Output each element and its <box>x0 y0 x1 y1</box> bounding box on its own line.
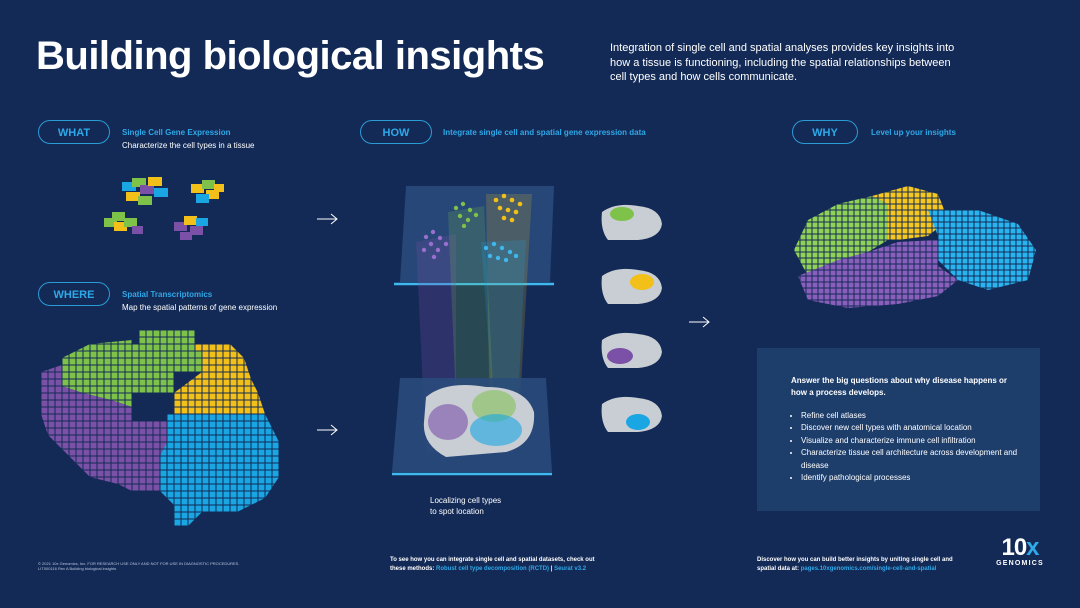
bullet-item: Characterize tissue cell architecture ac… <box>801 447 1036 472</box>
cell-cluster-2 <box>191 180 224 203</box>
panel-heading: Answer the big questions about why disea… <box>791 376 1008 397</box>
brain-slice-purple <box>601 332 662 368</box>
arrow-right-icon <box>317 213 338 225</box>
how-caption-line1: Localizing cell types <box>430 496 502 505</box>
brain-slice-thumbnails <box>601 204 662 432</box>
single-cell-clusters-illustration <box>104 177 224 240</box>
bullet-item: Visualize and characterize immune cell i… <box>801 435 1036 447</box>
why-title: Level up your insights <box>871 128 956 137</box>
page-title: Building biological insights <box>36 34 545 78</box>
brain-slice-yellow <box>601 268 662 304</box>
what-title: Single Cell Gene Expression <box>122 128 231 137</box>
how-pill: HOW <box>360 120 432 144</box>
legal-line2: LIT000116 Rev A Building biological insi… <box>38 566 117 571</box>
cell-cluster-1 <box>122 177 168 205</box>
3d-brain-illustration <box>794 186 1036 308</box>
what-pill: WHAT <box>38 120 110 144</box>
intro-text: Integration of single cell and spatial a… <box>610 42 955 83</box>
logo-x: x <box>1026 534 1039 561</box>
how-title: Integrate single cell and spatial gene e… <box>443 128 646 137</box>
how-caption: Localizing cell types to spot location <box>430 495 501 517</box>
brain-slice-green <box>601 204 662 240</box>
bullet-item: Discover new cell types with anatomical … <box>801 422 1036 434</box>
logo-word: GENOMICS <box>996 560 1044 567</box>
where-pill: WHERE <box>38 282 110 306</box>
where-title: Spatial Transcriptomics <box>122 290 213 299</box>
discover-prefix: spatial data at: <box>757 566 800 572</box>
why-pill: WHY <box>792 120 858 144</box>
discover-line1: Discover how you can build better insigh… <box>757 557 953 563</box>
methods-line1: To see how you can integrate single cell… <box>390 557 595 563</box>
discover-text: Discover how you can build better insigh… <box>757 556 953 574</box>
rctd-link[interactable]: Robust cell type decomposition (RCTD) <box>436 566 550 572</box>
panel-bullet-list: Refine cell atlases Discover new cell ty… <box>791 410 1036 484</box>
legal-text: © 2021 10x Genomics, Inc. FOR RESEARCH U… <box>38 561 239 571</box>
seurat-link[interactable]: Seurat v3.2 <box>554 566 587 572</box>
brain-slice-blue <box>601 396 662 432</box>
insights-panel: Answer the big questions about why disea… <box>757 348 1040 511</box>
where-subtitle: Map the spatial patterns of gene express… <box>122 303 278 312</box>
legal-line1: © 2021 10x Genomics, Inc. FOR RESEARCH U… <box>38 561 240 566</box>
cell-cluster-3 <box>104 212 143 234</box>
how-caption-line2: to spot location <box>430 507 484 516</box>
discover-link[interactable]: pages.10xgenomics.com/single-cell-and-sp… <box>800 566 937 572</box>
integration-projection-illustration <box>392 186 554 476</box>
spatial-brain-map-illustration <box>41 330 279 526</box>
bullet-item: Refine cell atlases <box>801 410 1036 422</box>
methods-prefix: these methods: <box>390 566 435 572</box>
10x-genomics-logo: 10x GENOMICS <box>994 534 1046 568</box>
what-subtitle: Characterize the cell types in a tissue <box>122 141 255 150</box>
arrow-right-icon <box>689 316 710 328</box>
arrow-right-icon <box>317 424 338 436</box>
bullet-item: Identify pathological processes <box>801 472 1036 484</box>
methods-text: To see how you can integrate single cell… <box>390 556 595 574</box>
logo-number: 10 <box>1001 534 1027 561</box>
cell-cluster-4 <box>174 216 208 240</box>
methods-separator: | <box>550 566 553 572</box>
